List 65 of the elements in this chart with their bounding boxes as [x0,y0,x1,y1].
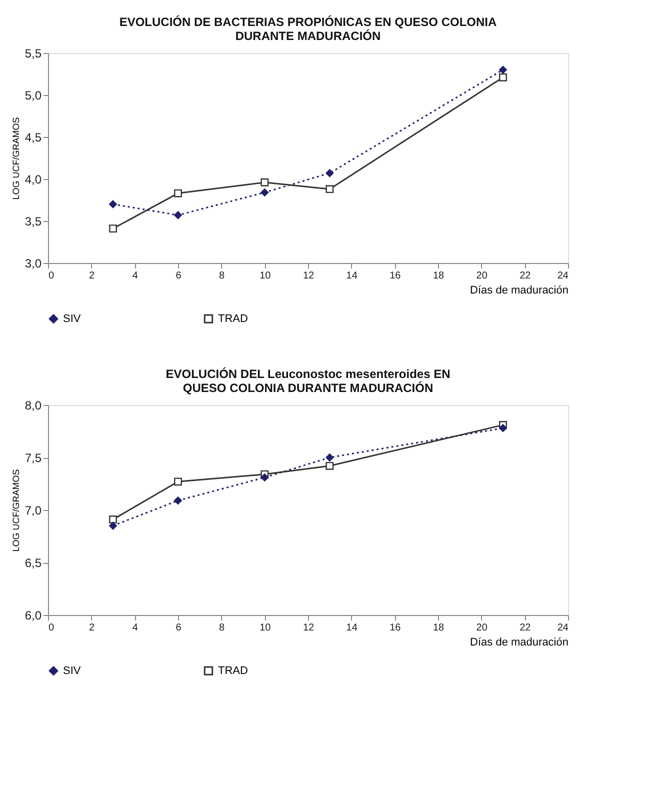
x-tick-label: 16 [390,270,402,282]
x-tick-label: 14 [346,622,358,634]
x-tick-label: 18 [432,622,444,634]
x-tick-label: 12 [302,622,314,634]
x-tick-label: 8 [219,622,226,634]
chart-title: EVOLUCIÓN DE BACTERIAS PROPIÓNICAS EN QUESO COLONIA DURANTE MADURACIÓN [119,15,498,43]
x-tick-label: 20 [476,622,488,634]
x-axis-title: Días de maduración [470,284,568,296]
x-tick-label: 22 [520,270,532,282]
legend-label: TRAD [218,664,248,677]
point [499,424,507,432]
x-tick-label: 14 [346,270,358,282]
x-tick-label: 0 [48,270,54,282]
point [109,200,117,208]
point [260,188,269,196]
point [326,169,334,178]
y-tick-label: 7,5 [24,451,42,465]
y-tick-label: 6,0 [24,608,42,622]
x-tick-label: 4 [132,622,138,634]
x-tick-label: 12 [302,270,314,282]
x-tick-label: 16 [390,622,402,634]
legend-label: SIV [63,664,82,677]
point [174,189,182,198]
x-tick-label: 6 [176,270,182,282]
point [499,73,507,82]
point [499,66,507,74]
x-tick-label: 8 [219,270,226,282]
x-tick-label: 0 [48,622,54,634]
y-tick-label: 3,5 [24,214,42,228]
y-tick-label: 4,5 [24,130,42,144]
y-tick-label: 8,0 [24,398,42,412]
point [326,454,334,462]
point [326,462,334,470]
point [109,522,117,530]
y-tick-label: 5,0 [24,88,42,102]
point [174,211,182,220]
y-tick-label: 6,5 [24,556,42,570]
point [174,478,182,486]
y-tick-label: 5,5 [24,46,42,60]
legend-label: TRAD [218,312,248,325]
y-tick-label: 4,0 [24,172,42,186]
x-tick-label: 10 [260,270,272,282]
x-tick-label: 2 [89,622,96,634]
point [109,515,117,524]
x-axis-title: Días de maduración [470,636,568,648]
x-tick-label: 24 [557,270,569,282]
point [109,224,117,233]
x-tick-label: 18 [432,270,444,282]
x-tick-label: 6 [176,622,182,634]
x-tick-label: 4 [132,270,138,282]
x-tick-label: 22 [520,622,532,634]
y-tick-label: 3,0 [24,256,42,270]
point [260,178,269,186]
chart-title: EVOLUCIÓN DEL Leuconostoc mesenteroides EN QUESO COLONIA DURANTE MADURACIÓN [166,367,450,395]
y-axis-title: LOG UCF/GRAMOS [10,117,21,200]
x-tick-label: 24 [557,622,569,634]
x-tick-label: 2 [89,270,96,282]
x-tick-label: 10 [260,622,272,634]
point [326,185,334,194]
y-axis-title: LOG UCF/GRAMOS [10,469,21,552]
point [174,496,182,505]
x-tick-label: 20 [476,270,488,282]
y-tick-label: 7,0 [24,504,42,518]
point [260,473,269,482]
legend-label: SIV [63,312,82,325]
